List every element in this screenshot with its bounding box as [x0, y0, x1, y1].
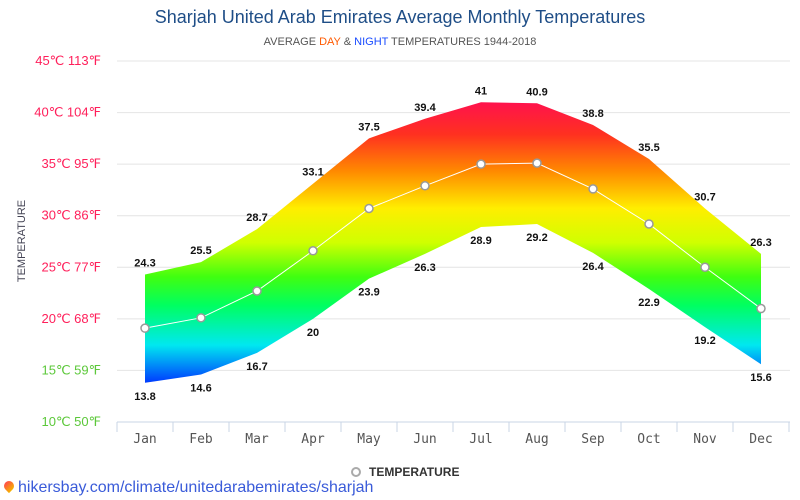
- temperature-line: [144, 162, 762, 329]
- source-link[interactable]: hikersbay.com/climate/unitedarabemirates…: [1, 478, 374, 497]
- temperature-point: [532, 158, 542, 168]
- night-value-label: 19.2: [694, 335, 715, 347]
- chart-title: Sharjah United Arab Emirates Average Mon…: [154, 7, 646, 27]
- y-tick-label: 25℃ 77℉: [41, 259, 101, 274]
- legend[interactable]: TEMPERATURE: [351, 465, 459, 479]
- y-tick-label: 20℃ 68℉: [41, 311, 101, 326]
- y-tick-label: 15℃ 59℉: [41, 362, 101, 377]
- map-pin-icon: [1, 478, 17, 494]
- day-value-label: 26.3: [750, 237, 771, 249]
- y-tick-label: 35℃ 95℉: [41, 156, 101, 171]
- day-value-label: 35.5: [638, 142, 659, 154]
- day-value-label: 25.5: [190, 245, 211, 257]
- subtitle-night: NIGHT: [354, 36, 389, 48]
- day-value-label: 37.5: [358, 121, 379, 133]
- night-value-label: 14.6: [190, 383, 211, 395]
- night-value-label: 28.9: [470, 235, 491, 247]
- night-value-label: 22.9: [638, 297, 659, 309]
- y-tick-label: 40℃ 104℉: [34, 105, 101, 120]
- day-value-label: 38.8: [582, 108, 603, 120]
- night-value-label: 15.6: [750, 372, 771, 384]
- subtitle-prefix: AVERAGE: [263, 36, 320, 48]
- temperature-point: [196, 313, 206, 323]
- day-night-range-area: [145, 102, 761, 383]
- day-value-label: 39.4: [414, 102, 436, 114]
- x-tick-label: Jul: [469, 432, 492, 447]
- temperature-point: [476, 159, 486, 169]
- temperature-point: [420, 181, 430, 191]
- subtitle-suffix: TEMPERATURES 1944-2018: [388, 36, 537, 48]
- day-value-label: 33.1: [302, 167, 323, 179]
- legend-marker-icon: [351, 467, 361, 477]
- temperature-point: [364, 203, 374, 214]
- day-value-label: 41: [475, 85, 487, 97]
- night-value-label: 16.7: [246, 361, 267, 373]
- day-value-label: 30.7: [694, 191, 715, 203]
- x-tick-label: Aug: [525, 432, 548, 447]
- subtitle-day: DAY: [319, 36, 341, 48]
- night-value-label: 13.8: [134, 391, 155, 403]
- night-value-label: 26.3: [414, 262, 435, 274]
- temperature-point: [644, 219, 654, 229]
- source-link-text[interactable]: hikersbay.com/climate/unitedarabemirates…: [18, 479, 374, 496]
- night-value-label: 26.4: [582, 261, 604, 273]
- night-value-label: 29.2: [526, 232, 547, 244]
- x-tick-label: Jan: [133, 432, 156, 447]
- y-tick-label: 10℃ 50℉: [41, 414, 101, 429]
- day-value-label: 28.7: [246, 212, 267, 224]
- day-value-label: 24.3: [134, 258, 155, 270]
- chart-subtitle: AVERAGE DAY & NIGHT TEMPERATURES 1944-20…: [0, 36, 800, 48]
- y-tick-label: 30℃ 86℉: [41, 208, 101, 223]
- x-tick-label: Nov: [693, 432, 717, 447]
- y-tick-label: 45℃ 113℉: [35, 53, 101, 68]
- temperature-point: [756, 303, 766, 314]
- x-tick-label: Jun: [413, 432, 436, 447]
- temperature-point: [588, 184, 598, 194]
- temperature-point: [700, 262, 710, 273]
- x-tick-label: May: [357, 432, 381, 447]
- subtitle-amp: &: [340, 36, 355, 48]
- x-tick-label: Feb: [189, 432, 213, 447]
- x-tick-label: Dec: [749, 432, 772, 447]
- x-tick-label: Oct: [637, 432, 660, 447]
- legend-label: TEMPERATURE: [369, 465, 459, 479]
- y-axis-label: TEMPERATURE: [16, 200, 28, 282]
- day-value-label: 40.9: [526, 86, 547, 98]
- night-value-label: 23.9: [358, 287, 379, 299]
- temperature-point: [140, 323, 150, 333]
- x-tick-label: Sep: [581, 432, 605, 447]
- night-value-label: 20: [307, 327, 319, 339]
- temperature-point: [308, 246, 318, 256]
- temperature-point: [252, 286, 262, 296]
- x-tick-label: Apr: [301, 432, 325, 447]
- x-tick-label: Mar: [245, 432, 269, 447]
